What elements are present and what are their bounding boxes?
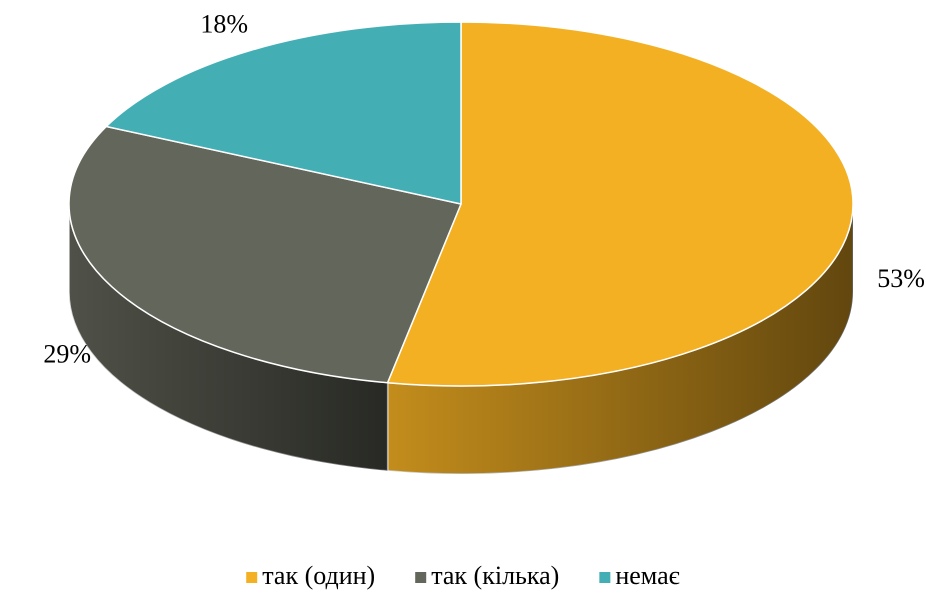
side-shade	[387, 204, 853, 474]
legend-swatch	[599, 572, 611, 583]
slice	[386, 21, 854, 387]
side-shade	[69, 204, 388, 471]
data-label: 18%	[200, 10, 248, 39]
legend-label: так (кілька)	[431, 561, 559, 590]
data-label: 53%	[877, 264, 925, 293]
legend-swatch	[246, 572, 258, 583]
slice	[105, 21, 462, 205]
legend-label: немає	[615, 561, 679, 590]
data-label: 29%	[43, 340, 91, 369]
slice	[68, 125, 462, 384]
legend-label: так (один)	[262, 561, 375, 590]
legend-swatch	[415, 572, 427, 583]
